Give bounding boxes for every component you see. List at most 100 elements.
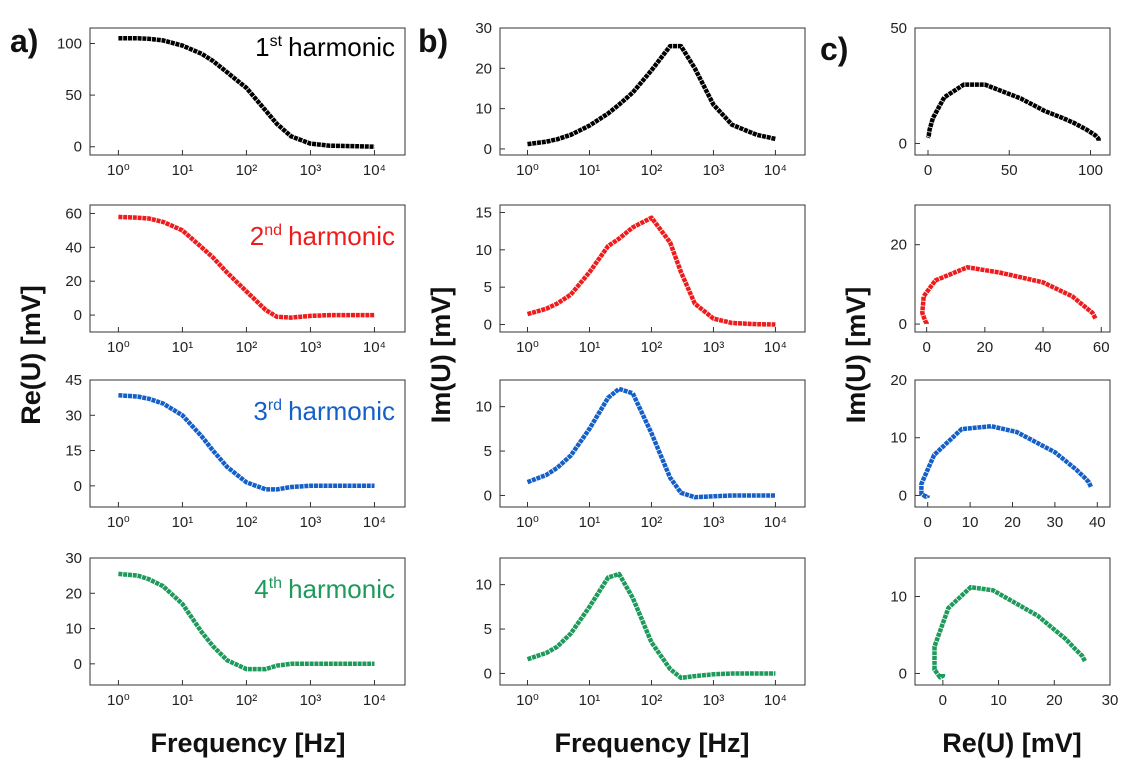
x-tick-label: 0 [924,162,932,179]
plot-frame [89,27,406,156]
x-tick-label: 10² [641,162,663,179]
plot-frame [89,557,406,686]
y-tick-label: 10 [890,588,907,605]
y-tick-label: 0 [484,141,492,158]
x-tick-label: 10³ [300,339,322,356]
x-tick-label: 10² [236,514,258,531]
y-tick-label: 10 [65,621,82,638]
y-tick-label: 10 [475,101,492,118]
y-tick-label: 20 [890,372,907,389]
y-tick-label: 0 [899,316,907,333]
x-tick-label: 0 [939,692,947,709]
x-tick-label: 0 [922,339,930,356]
x-tick-label: 10⁰ [516,339,539,356]
x-tick-label: 10 [962,514,979,531]
data-line [526,571,776,681]
y-tick-label: 0 [899,665,907,682]
x-axis-label: Re(U) [mV] [942,728,1082,758]
y-tick-label: 30 [65,550,82,567]
y-tick-label: 20 [65,273,82,290]
x-tick-label: 10⁴ [764,339,787,356]
annotation-text: harmonic [288,32,395,62]
x-tick-label: 10² [236,339,258,356]
y-tick-label: 10 [890,430,907,447]
x-tick-label: 10¹ [172,339,194,356]
x-tick-label: 10¹ [579,514,601,531]
panel-label: b) [418,23,448,59]
data-line [526,215,776,327]
x-axis-label: Frequency [Hz] [150,728,345,758]
x-tick-label: 20 [977,339,994,356]
y-tick-label: 5 [484,443,492,460]
y-tick-label: 10 [475,242,492,259]
data-line [527,43,776,147]
x-tick-label: 10⁰ [107,514,130,531]
plot-frame [914,204,1111,333]
data-line [925,82,1101,142]
x-tick-label: 40 [1035,339,1052,356]
x-tick-label: 10² [236,162,258,179]
x-tick-label: 10³ [703,162,725,179]
x-tick-label: 10² [236,692,258,709]
annotation-suffix: th [269,575,282,592]
x-tick-label: 10⁴ [363,692,386,709]
y-tick-label: 0 [74,478,82,495]
data-line [920,265,1098,327]
x-tick-label: 10⁴ [764,514,787,531]
y-tick-label: 10 [475,399,492,416]
y-tick-label: 5 [484,279,492,296]
x-tick-label: 10³ [703,514,725,531]
x-tick-label: 10¹ [172,514,194,531]
x-axis-label: Frequency [Hz] [554,728,749,758]
x-tick-label: 60 [1093,339,1110,356]
x-tick-label: 30 [1102,692,1119,709]
x-tick-label: 10¹ [579,162,601,179]
data-line [118,214,375,320]
y-tick-label: 50 [890,20,907,37]
y-tick-label: 20 [65,585,82,602]
x-tick-label: 10³ [300,162,322,179]
x-tick-label: 40 [1089,514,1106,531]
annotation-suffix: st [270,33,283,50]
data-line [118,571,375,672]
panel-label: a) [10,23,38,59]
x-tick-label: 10⁴ [764,692,787,709]
plot-frame [914,27,1111,156]
annotation-ordinal: 3 [253,396,267,426]
y-tick-label: 30 [65,407,82,424]
x-tick-label: 10³ [703,692,725,709]
annotation-ordinal: 1 [255,32,269,62]
plot-frame [499,379,806,508]
y-tick-label: 5 [484,621,492,638]
x-tick-label: 10² [641,514,663,531]
x-tick-label: 10⁴ [363,162,386,179]
y-tick-label: 45 [65,372,82,389]
annotation: 2nd harmonic [250,221,395,251]
data-line [526,386,776,500]
y-axis-label: Im(U) [mV] [841,287,871,424]
x-tick-label: 10⁴ [764,162,787,179]
y-axis-label: Re(U) [mV] [16,285,46,425]
x-tick-label: 10¹ [579,692,601,709]
x-tick-label: 10⁰ [516,514,539,531]
plot-frame [499,27,806,156]
x-tick-label: 10⁰ [107,339,130,356]
y-tick-label: 40 [65,239,82,256]
x-tick-label: 10⁴ [363,514,386,531]
x-tick-label: 10⁰ [516,692,539,709]
y-axis-label: Im(U) [mV] [426,287,456,424]
data-line [118,393,375,492]
y-tick-label: 15 [475,204,492,221]
y-tick-label: 20 [890,237,907,254]
y-tick-label: 0 [899,135,907,152]
annotation-ordinal: 2 [250,221,264,251]
annotation-ordinal: 4 [254,574,268,604]
y-tick-label: 20 [475,60,492,77]
y-tick-label: 0 [74,656,82,673]
x-tick-label: 20 [1004,514,1021,531]
annotation: 4th harmonic [254,574,395,604]
plot-frame [914,557,1111,686]
y-tick-label: 0 [484,317,492,334]
x-tick-label: 100 [1078,162,1103,179]
